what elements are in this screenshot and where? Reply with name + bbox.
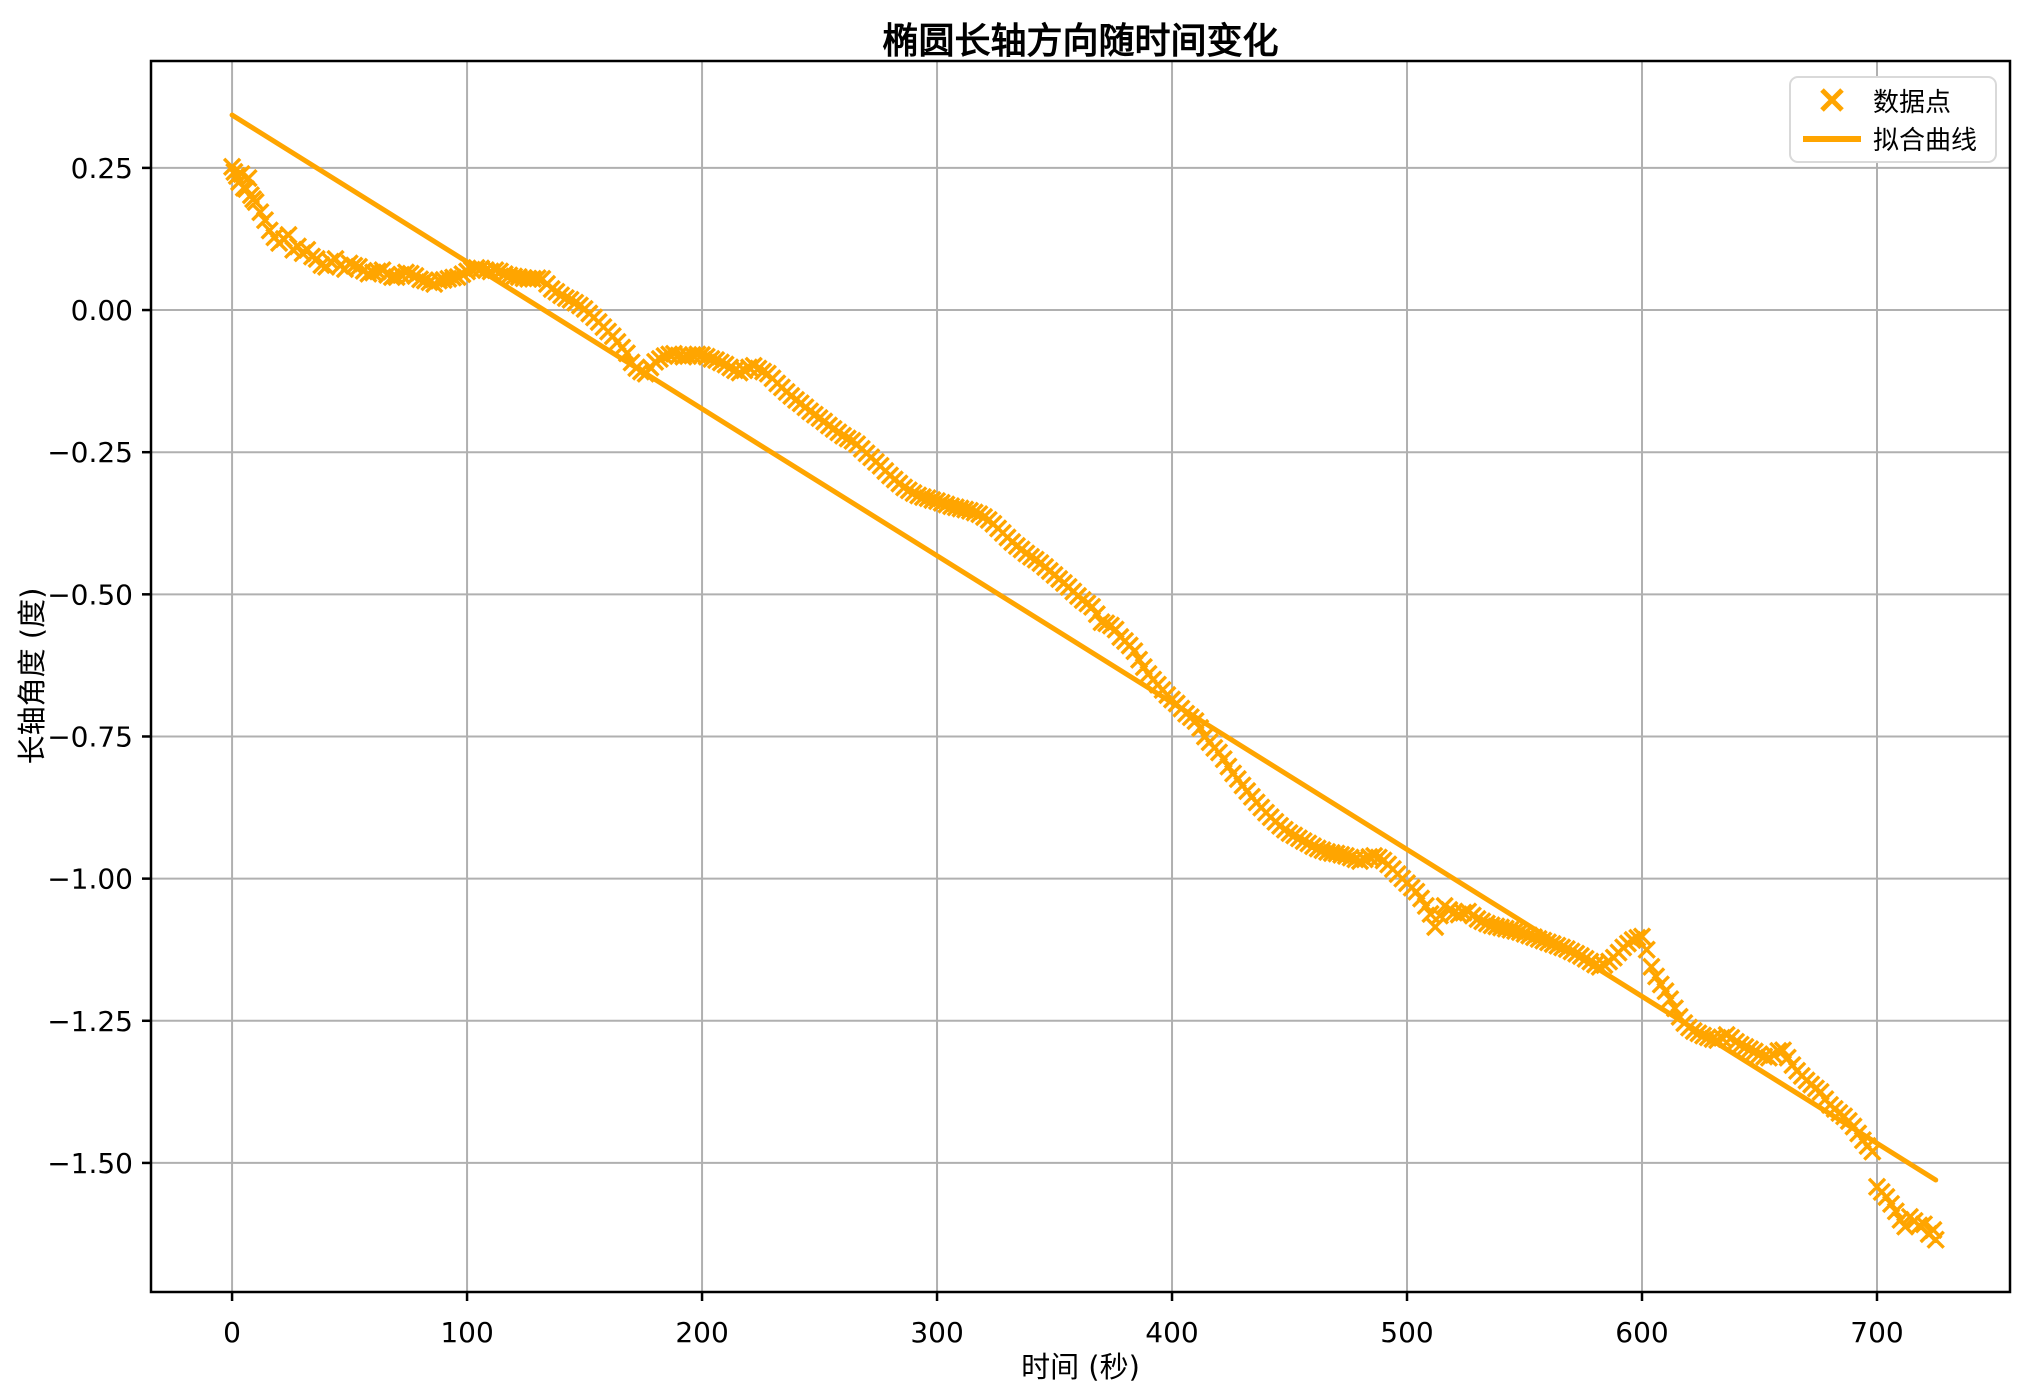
y-tick-label: −1.00 xyxy=(47,863,133,896)
legend-label: 数据点 xyxy=(1873,87,1952,118)
y-tick-label: 0.25 xyxy=(71,152,133,185)
x-axis-label: 时间 (秒) xyxy=(1021,1350,1140,1384)
legend: 数据点 拟合曲线 xyxy=(1789,76,1997,163)
y-tick-label: −0.75 xyxy=(47,720,133,753)
y-axis-label: 长轴角度 (度) xyxy=(15,587,49,765)
x-tick-label: 300 xyxy=(910,1316,963,1349)
y-tick-label: −0.25 xyxy=(47,436,133,469)
x-marker-icon xyxy=(1801,85,1863,115)
line-icon xyxy=(1801,134,1863,144)
x-tick-label: 100 xyxy=(440,1316,493,1349)
chart-title: 椭圆长轴方向随时间变化 xyxy=(882,21,1279,62)
scatter-points xyxy=(222,157,1945,1249)
legend-label: 拟合曲线 xyxy=(1873,126,1978,157)
plot-border xyxy=(149,59,2012,1294)
legend-item-fit-line: 拟合曲线 xyxy=(1801,120,1985,157)
y-tick-label: 0.00 xyxy=(71,294,133,327)
x-tick-label: 200 xyxy=(675,1316,728,1349)
fit-line xyxy=(229,112,1939,1183)
x-tick-label: 700 xyxy=(1850,1316,1903,1349)
x-tick-label: 0 xyxy=(223,1316,241,1349)
y-tick-label: −0.50 xyxy=(47,578,133,611)
x-tick-label: 500 xyxy=(1380,1316,1433,1349)
y-tick-label: −1.25 xyxy=(47,1005,133,1038)
legend-item-data-points: 数据点 xyxy=(1801,82,1985,119)
x-tick-label: 400 xyxy=(1145,1316,1198,1349)
y-tick-label: −1.50 xyxy=(47,1147,133,1180)
x-tick-label: 600 xyxy=(1615,1316,1668,1349)
